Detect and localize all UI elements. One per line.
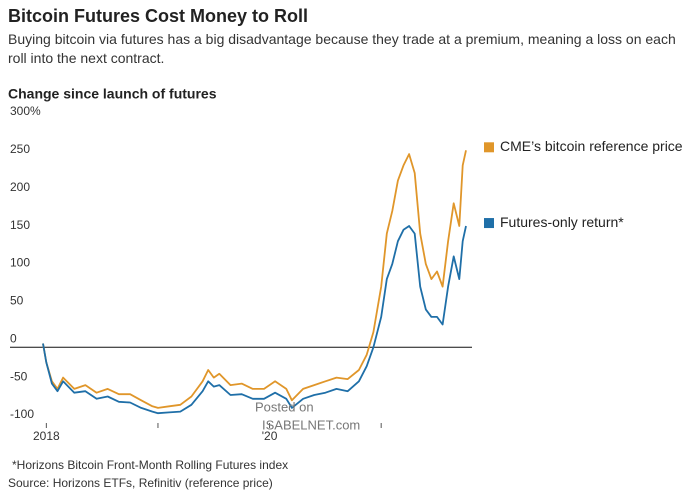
y-tick-label: 150 bbox=[10, 218, 30, 232]
chart-title: Change since launch of futures bbox=[8, 86, 217, 102]
legend-label: CME’s bitcoin reference price bbox=[500, 138, 683, 154]
y-tick-label: 200 bbox=[10, 180, 30, 194]
y-tick-label: 100 bbox=[10, 256, 30, 270]
y-tick-label: -50 bbox=[10, 369, 28, 383]
x-tick-label: 2018 bbox=[33, 429, 60, 443]
y-tick-label: -100 bbox=[10, 407, 34, 421]
series-line bbox=[42, 225, 467, 415]
y-tick-label: 300% bbox=[10, 104, 41, 118]
note: *Horizons Bitcoin Front-Month Rolling Fu… bbox=[12, 458, 288, 472]
legend-swatch bbox=[484, 218, 494, 229]
subtitle: Buying bitcoin via futures has a big dis… bbox=[8, 31, 676, 66]
watermark: ISABELNET.com bbox=[262, 417, 360, 432]
y-tick-label: 50 bbox=[10, 294, 24, 308]
watermark: Posted on bbox=[255, 399, 314, 414]
y-tick-label: 0 bbox=[10, 331, 17, 345]
legend-swatch bbox=[484, 142, 494, 153]
title: Bitcoin Futures Cost Money to Roll bbox=[8, 6, 308, 26]
y-tick-label: 250 bbox=[10, 142, 30, 156]
series-line bbox=[42, 150, 467, 409]
note: Source: Horizons ETFs, Refinitiv (refere… bbox=[8, 476, 273, 490]
x-tick-label: '20 bbox=[262, 429, 278, 443]
legend-label: Futures-only return* bbox=[500, 214, 624, 230]
